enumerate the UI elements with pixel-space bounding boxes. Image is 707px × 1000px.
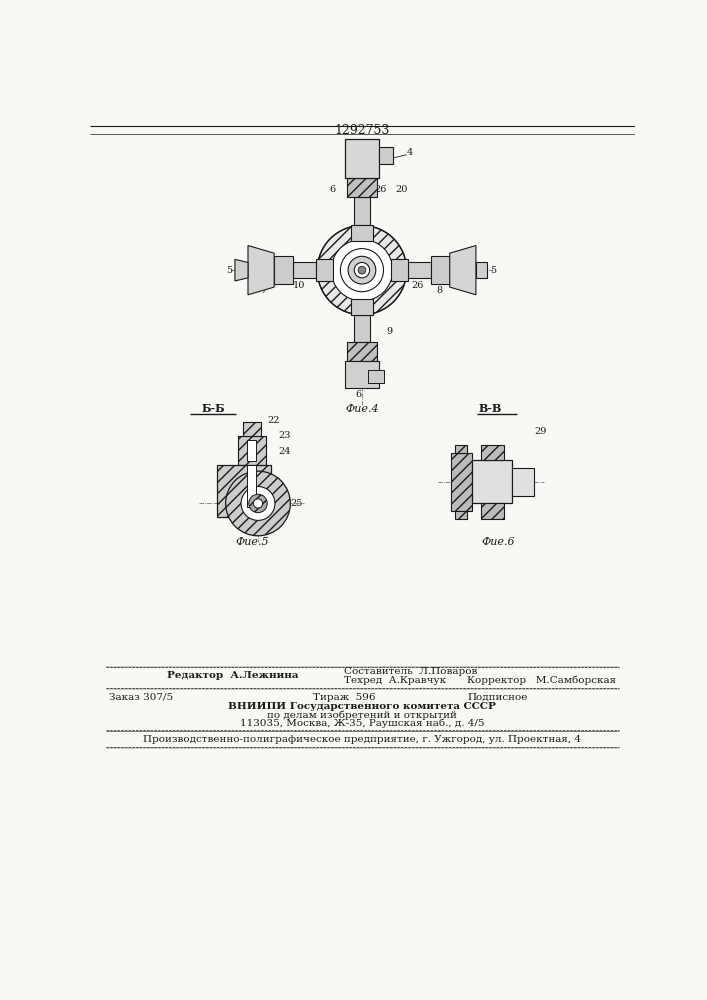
Text: 113035, Москва, Ж-35, Раушская наб., д. 4/5: 113035, Москва, Ж-35, Раушская наб., д. … [240, 719, 484, 728]
Text: Б-Б: Б-Б [201, 403, 225, 414]
Bar [354, 197, 370, 225]
Bar [472, 460, 512, 503]
Text: ВНИИПИ Государственного комитета СССР: ВНИИПИ Государственного комитета СССР [228, 702, 496, 711]
Bar [450, 453, 472, 511]
Text: Тираж  596: Тираж 596 [313, 693, 376, 702]
Bar [247, 440, 257, 461]
Bar [274, 256, 293, 284]
Text: Техред  А.Кравчук: Техред А.Кравчук [344, 676, 446, 685]
Text: 8: 8 [436, 286, 442, 295]
Text: 6: 6 [329, 185, 336, 194]
Text: Подписное: Подписное [467, 693, 528, 702]
Polygon shape [450, 246, 476, 295]
Bar [293, 262, 316, 278]
Bar [431, 256, 450, 284]
Circle shape [340, 249, 383, 292]
Text: 1292753: 1292753 [334, 124, 390, 137]
Bar [391, 259, 408, 281]
Text: 24: 24 [278, 447, 291, 456]
Text: В-В: В-В [479, 403, 502, 414]
Text: 29: 29 [534, 427, 547, 436]
Bar [217, 465, 271, 517]
Bar [455, 445, 467, 453]
Text: 23: 23 [278, 431, 291, 440]
Text: 4: 4 [407, 148, 413, 157]
Circle shape [354, 262, 370, 278]
Polygon shape [235, 259, 248, 281]
Text: 5: 5 [490, 266, 496, 275]
Bar [351, 299, 373, 315]
Bar [455, 511, 467, 519]
Text: 26: 26 [374, 185, 387, 194]
Bar [512, 468, 534, 496]
Circle shape [348, 256, 376, 284]
Text: Фие.5: Фие.5 [235, 537, 269, 547]
Text: 22: 22 [267, 416, 280, 425]
Bar [238, 436, 266, 465]
Text: Производственно-полиграфическое предприятие, г. Ужгород, ул. Проектная, 4: Производственно-полиграфическое предприя… [143, 735, 581, 744]
Circle shape [317, 225, 407, 315]
Text: Редактор  А.Лежнина: Редактор А.Лежнина [167, 671, 298, 680]
Polygon shape [476, 262, 486, 278]
Circle shape [249, 494, 267, 513]
Text: 10: 10 [293, 281, 305, 290]
Text: 5: 5 [226, 266, 233, 275]
Text: Фие.4: Фие.4 [345, 404, 379, 414]
Text: 6: 6 [355, 390, 361, 399]
Bar [243, 422, 261, 436]
Text: 20: 20 [396, 185, 408, 194]
Bar [368, 370, 383, 383]
Text: 26: 26 [411, 281, 423, 290]
Bar [379, 147, 393, 164]
Text: Заказ 307/5: Заказ 307/5 [110, 693, 173, 702]
Circle shape [253, 499, 262, 508]
Bar [345, 139, 379, 178]
Bar [247, 465, 257, 507]
Circle shape [241, 487, 275, 520]
Bar [316, 259, 333, 281]
Text: 25: 25 [291, 499, 303, 508]
Text: по делам изобретений и открытий: по делам изобретений и открытий [267, 710, 457, 720]
Text: Составитель  Л.Поваров: Составитель Л.Поваров [344, 667, 478, 676]
Circle shape [358, 266, 366, 274]
Bar [354, 315, 370, 342]
Circle shape [331, 239, 393, 301]
Bar [346, 342, 378, 361]
Bar [345, 361, 379, 388]
Text: I: I [356, 143, 361, 156]
Circle shape [226, 471, 291, 536]
Bar [346, 178, 378, 197]
Text: Фие.6: Фие.6 [481, 537, 515, 547]
Text: 9: 9 [387, 327, 392, 336]
Bar [408, 262, 431, 278]
Bar [481, 445, 504, 460]
Polygon shape [248, 246, 274, 295]
Text: 7: 7 [260, 286, 267, 295]
Text: Корректор   М.Самборская: Корректор М.Самборская [467, 676, 617, 685]
Bar [351, 225, 373, 241]
Bar [481, 503, 504, 519]
